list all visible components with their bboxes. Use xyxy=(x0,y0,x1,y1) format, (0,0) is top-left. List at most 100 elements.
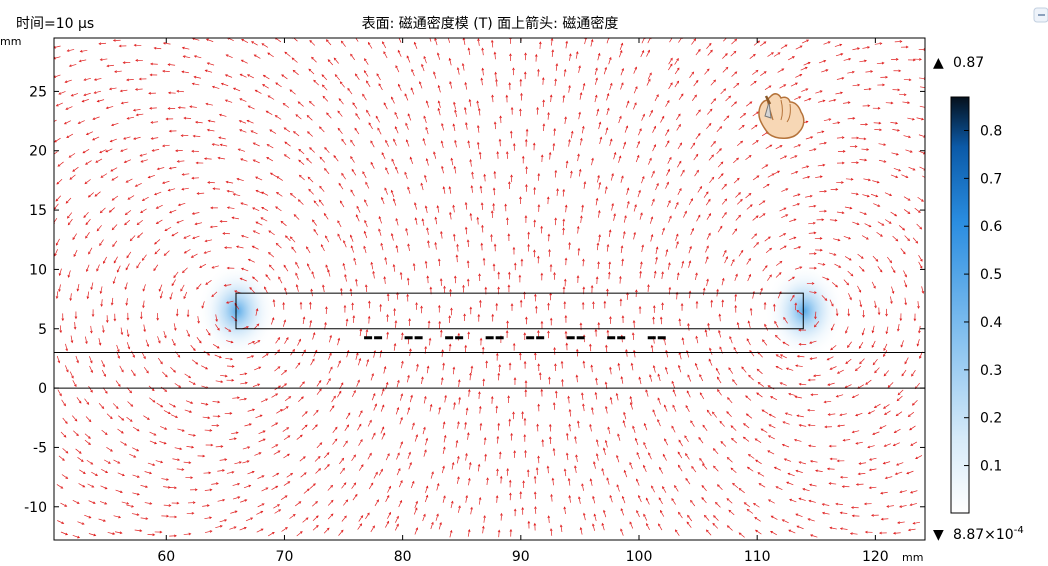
flux-arrow-head xyxy=(740,249,744,253)
flux-arrow-head xyxy=(136,428,140,432)
flux-arrow xyxy=(395,65,400,73)
flux-arrow-head xyxy=(754,517,758,520)
flux-arrow xyxy=(300,472,307,478)
flux-arrow xyxy=(731,438,738,444)
flux-arrow xyxy=(754,517,761,522)
flux-arrow xyxy=(655,183,659,191)
flux-arrow xyxy=(207,62,215,66)
flux-arrow xyxy=(217,469,225,472)
flux-arrow-head xyxy=(483,173,487,177)
flux-arrow xyxy=(471,185,473,193)
flux-arrow-head xyxy=(94,193,98,197)
flux-arrow xyxy=(384,187,388,195)
flux-arrow xyxy=(651,170,655,178)
flux-arrow-head xyxy=(592,495,595,499)
flux-arrow-head xyxy=(352,315,356,319)
flux-arrow-head xyxy=(521,507,525,510)
flux-arrow xyxy=(77,521,85,525)
flux-arrow xyxy=(391,233,394,241)
flux-arrow xyxy=(399,441,403,449)
flux-arrow xyxy=(770,396,778,401)
flux-arrow xyxy=(795,74,802,78)
flux-arrow xyxy=(666,169,670,176)
flux-arrow xyxy=(566,433,569,441)
flux-arrow xyxy=(291,246,297,253)
flux-arrow xyxy=(654,271,656,279)
flux-arrow xyxy=(240,277,247,282)
flux-arrow-head xyxy=(84,181,88,185)
flux-arrow xyxy=(296,531,303,537)
flux-arrow-head xyxy=(753,502,756,506)
flux-arrow-head xyxy=(363,245,366,249)
flux-arrow-head xyxy=(926,177,928,179)
hand-cursor-icon[interactable] xyxy=(758,93,805,139)
flux-arrow xyxy=(211,483,219,485)
flux-arrow-head xyxy=(498,138,502,142)
flux-arrow xyxy=(664,438,669,446)
flux-arrow xyxy=(324,147,330,154)
flux-arrow-head xyxy=(677,451,681,455)
flux-arrow-head xyxy=(662,486,665,489)
flux-arrow-head xyxy=(105,470,109,474)
flux-arrow-head xyxy=(92,137,95,141)
flux-arrow xyxy=(479,406,481,414)
coil-segment xyxy=(536,336,545,340)
flux-arrow xyxy=(180,284,185,292)
flux-arrow-head xyxy=(181,70,185,74)
flux-arrow-head xyxy=(195,361,199,365)
flux-arrow-head xyxy=(667,168,671,172)
flux-arrow-head xyxy=(549,528,553,532)
flux-arrow-head xyxy=(358,423,362,427)
flux-arrow-head xyxy=(509,130,513,134)
flux-arrow xyxy=(561,379,564,387)
flux-arrow-head xyxy=(597,174,600,178)
flux-arrow-head xyxy=(313,483,316,486)
flux-arrow-head xyxy=(453,275,457,279)
flux-arrow xyxy=(372,271,375,279)
flux-arrow-head xyxy=(363,230,367,234)
flux-arrow xyxy=(836,308,838,316)
flux-arrow-head xyxy=(755,69,759,73)
flux-arrow-head xyxy=(725,256,728,260)
flux-arrow-head xyxy=(640,261,643,265)
flux-arrow xyxy=(423,116,427,123)
flux-arrow-head xyxy=(211,266,215,269)
flux-arrow xyxy=(646,79,651,86)
flux-arrow-head xyxy=(686,521,690,525)
flux-arrow-head xyxy=(93,78,97,81)
domain-geometry xyxy=(54,292,925,389)
flux-arrow-head xyxy=(807,175,811,179)
flux-arrow xyxy=(908,528,916,531)
flux-arrow-head xyxy=(538,41,542,45)
flux-arrow xyxy=(458,397,461,405)
flux-arrow xyxy=(407,186,411,194)
flux-arrow-head xyxy=(328,377,331,381)
flux-arrow-head xyxy=(366,109,369,113)
flux-arrow xyxy=(583,181,586,189)
flux-arrow-head xyxy=(190,401,194,404)
flux-arrow-head xyxy=(864,158,868,162)
flux-arrow-head xyxy=(227,38,229,40)
flux-arrow-head xyxy=(687,514,690,518)
flux-arrow xyxy=(819,142,827,145)
flux-arrow-head xyxy=(346,349,350,353)
flux-arrow xyxy=(261,191,269,196)
flux-arrow xyxy=(273,299,275,307)
flux-arrow-head xyxy=(324,321,327,325)
flux-arrow-head xyxy=(659,316,663,320)
flux-arrow xyxy=(591,158,594,166)
flux-arrow xyxy=(429,404,432,412)
flux-arrow xyxy=(337,338,340,346)
flux-arrow-head xyxy=(568,423,572,427)
flux-arrow-head xyxy=(499,115,502,119)
flux-arrow-head xyxy=(282,301,286,305)
flux-arrow-head xyxy=(917,210,921,213)
flux-arrow-head xyxy=(237,496,241,499)
flux-arrow-head xyxy=(748,154,752,158)
window-corner-icon[interactable] xyxy=(1033,7,1048,23)
flux-arrow-head xyxy=(527,231,531,235)
flux-arrow-head xyxy=(415,500,418,504)
flux-arrow xyxy=(316,442,322,449)
flux-arrow xyxy=(229,438,237,440)
flux-arrow-head xyxy=(353,257,356,261)
